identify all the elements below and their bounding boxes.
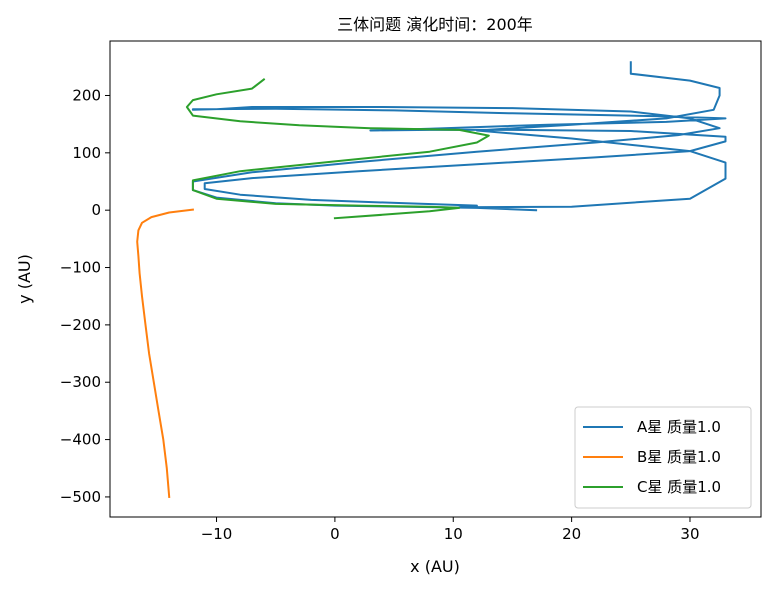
x-tick-label: 10 (444, 525, 463, 543)
x-tick-label: 0 (330, 525, 340, 543)
y-tick-label: −500 (60, 488, 101, 506)
plot-frame (109, 40, 762, 518)
x-tick-label: 30 (680, 525, 699, 543)
chart-title: 三体问题 演化时间：200年 (337, 15, 533, 34)
y-axis-label: y (AU) (15, 254, 34, 304)
y-tick-label: −400 (60, 431, 101, 449)
x-axis-label: x (AU) (410, 557, 460, 576)
y-tick-label: −100 (60, 259, 101, 277)
legend-label-3: C星 质量1.0 (637, 478, 721, 496)
legend-label-1: A星 质量1.0 (637, 418, 721, 436)
y-axis: 200 100 0 −100 −200 −300 −400 −500 (60, 86, 110, 506)
series-line-3 (185, 77, 490, 220)
y-tick-label: 200 (72, 86, 101, 104)
y-tick-label: 0 (91, 201, 101, 219)
legend-label-2: B星 质量1.0 (637, 448, 721, 466)
plot-area (136, 61, 727, 498)
legend: A星 质量1.0 B星 质量1.0 C星 质量1.0 (574, 406, 752, 509)
legend-box (574, 406, 752, 509)
x-tick-label: 20 (562, 525, 581, 543)
y-tick-label: −300 (60, 373, 101, 391)
x-axis: −10 0 10 20 30 (201, 517, 700, 543)
y-tick-label: −200 (60, 316, 101, 334)
series-line-2 (136, 208, 195, 498)
x-tick-label: −10 (201, 525, 233, 543)
y-tick-label: 100 (72, 144, 101, 162)
